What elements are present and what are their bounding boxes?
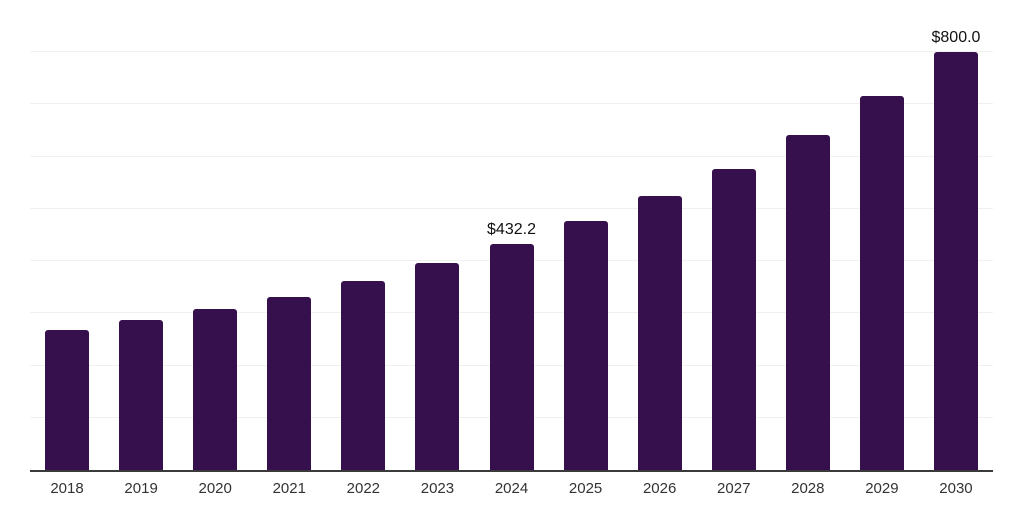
bar-column-2025 (549, 0, 623, 470)
gridline-600 (30, 155, 993, 157)
x-tick-label-2025: 2025 (568, 480, 603, 497)
x-tick-label-2027: 2027 (717, 480, 751, 497)
bar-2018 (45, 330, 90, 470)
gridline-700 (30, 103, 993, 105)
bar-column-2028 (771, 0, 845, 470)
bar-column-2021 (252, 0, 326, 470)
x-tick-label-2030: 2030 (939, 480, 973, 497)
bar-2028 (785, 134, 830, 470)
x-tick-label-2028: 2028 (791, 480, 825, 497)
bar-column-2024: $432.2 (474, 0, 548, 470)
bar-2023 (415, 263, 460, 470)
bar-2024 (489, 244, 534, 470)
x-axis-line (30, 470, 993, 472)
bar-2029 (859, 95, 904, 470)
bar-2030 (933, 52, 978, 470)
x-tick-label-2020: 2020 (198, 480, 232, 497)
x-tick-label-2019: 2019 (124, 480, 158, 497)
bar-2022 (341, 281, 386, 470)
bar-column-2020 (178, 0, 252, 470)
x-tick-label-2024: 2024 (494, 480, 529, 497)
bar-2026 (637, 196, 682, 470)
bar-2025 (563, 221, 608, 470)
x-axis-labels: 2018 2019 2020 2021 2022 2023 2024 2025 2026 2027… (30, 481, 993, 496)
bar-column-2023 (400, 0, 474, 470)
x-tick-label-2018: 2018 (50, 480, 84, 497)
plot-area: $432.2 $800.0 (30, 0, 993, 472)
x-tick-label-2022: 2022 (346, 480, 381, 497)
x-tick-label-2021: 2021 (272, 480, 306, 497)
gridline-500 (30, 207, 993, 209)
bar-column-2027 (697, 0, 771, 470)
bar-value-label-2024: $432.2 (487, 221, 536, 239)
bar-column-2029 (845, 0, 919, 470)
x-tick-label-2023: 2023 (420, 480, 455, 497)
bar-column-2026 (623, 0, 697, 470)
bar-2019 (119, 319, 164, 470)
x-tick-label-2029: 2029 (865, 480, 899, 497)
bar-2020 (193, 309, 238, 470)
bar-2021 (267, 296, 312, 470)
bar-column-2022 (326, 0, 400, 470)
bar-2027 (711, 168, 756, 470)
bar-column-2030: $800.0 (919, 0, 993, 470)
bar-column-2019 (104, 0, 178, 470)
gridline-800 (30, 51, 993, 53)
bar-column-2018 (30, 0, 104, 470)
x-tick-label-2026: 2026 (642, 480, 677, 497)
bar-value-label-2030: $800.0 (931, 29, 981, 47)
bars-layer: $432.2 $800.0 (30, 0, 993, 470)
